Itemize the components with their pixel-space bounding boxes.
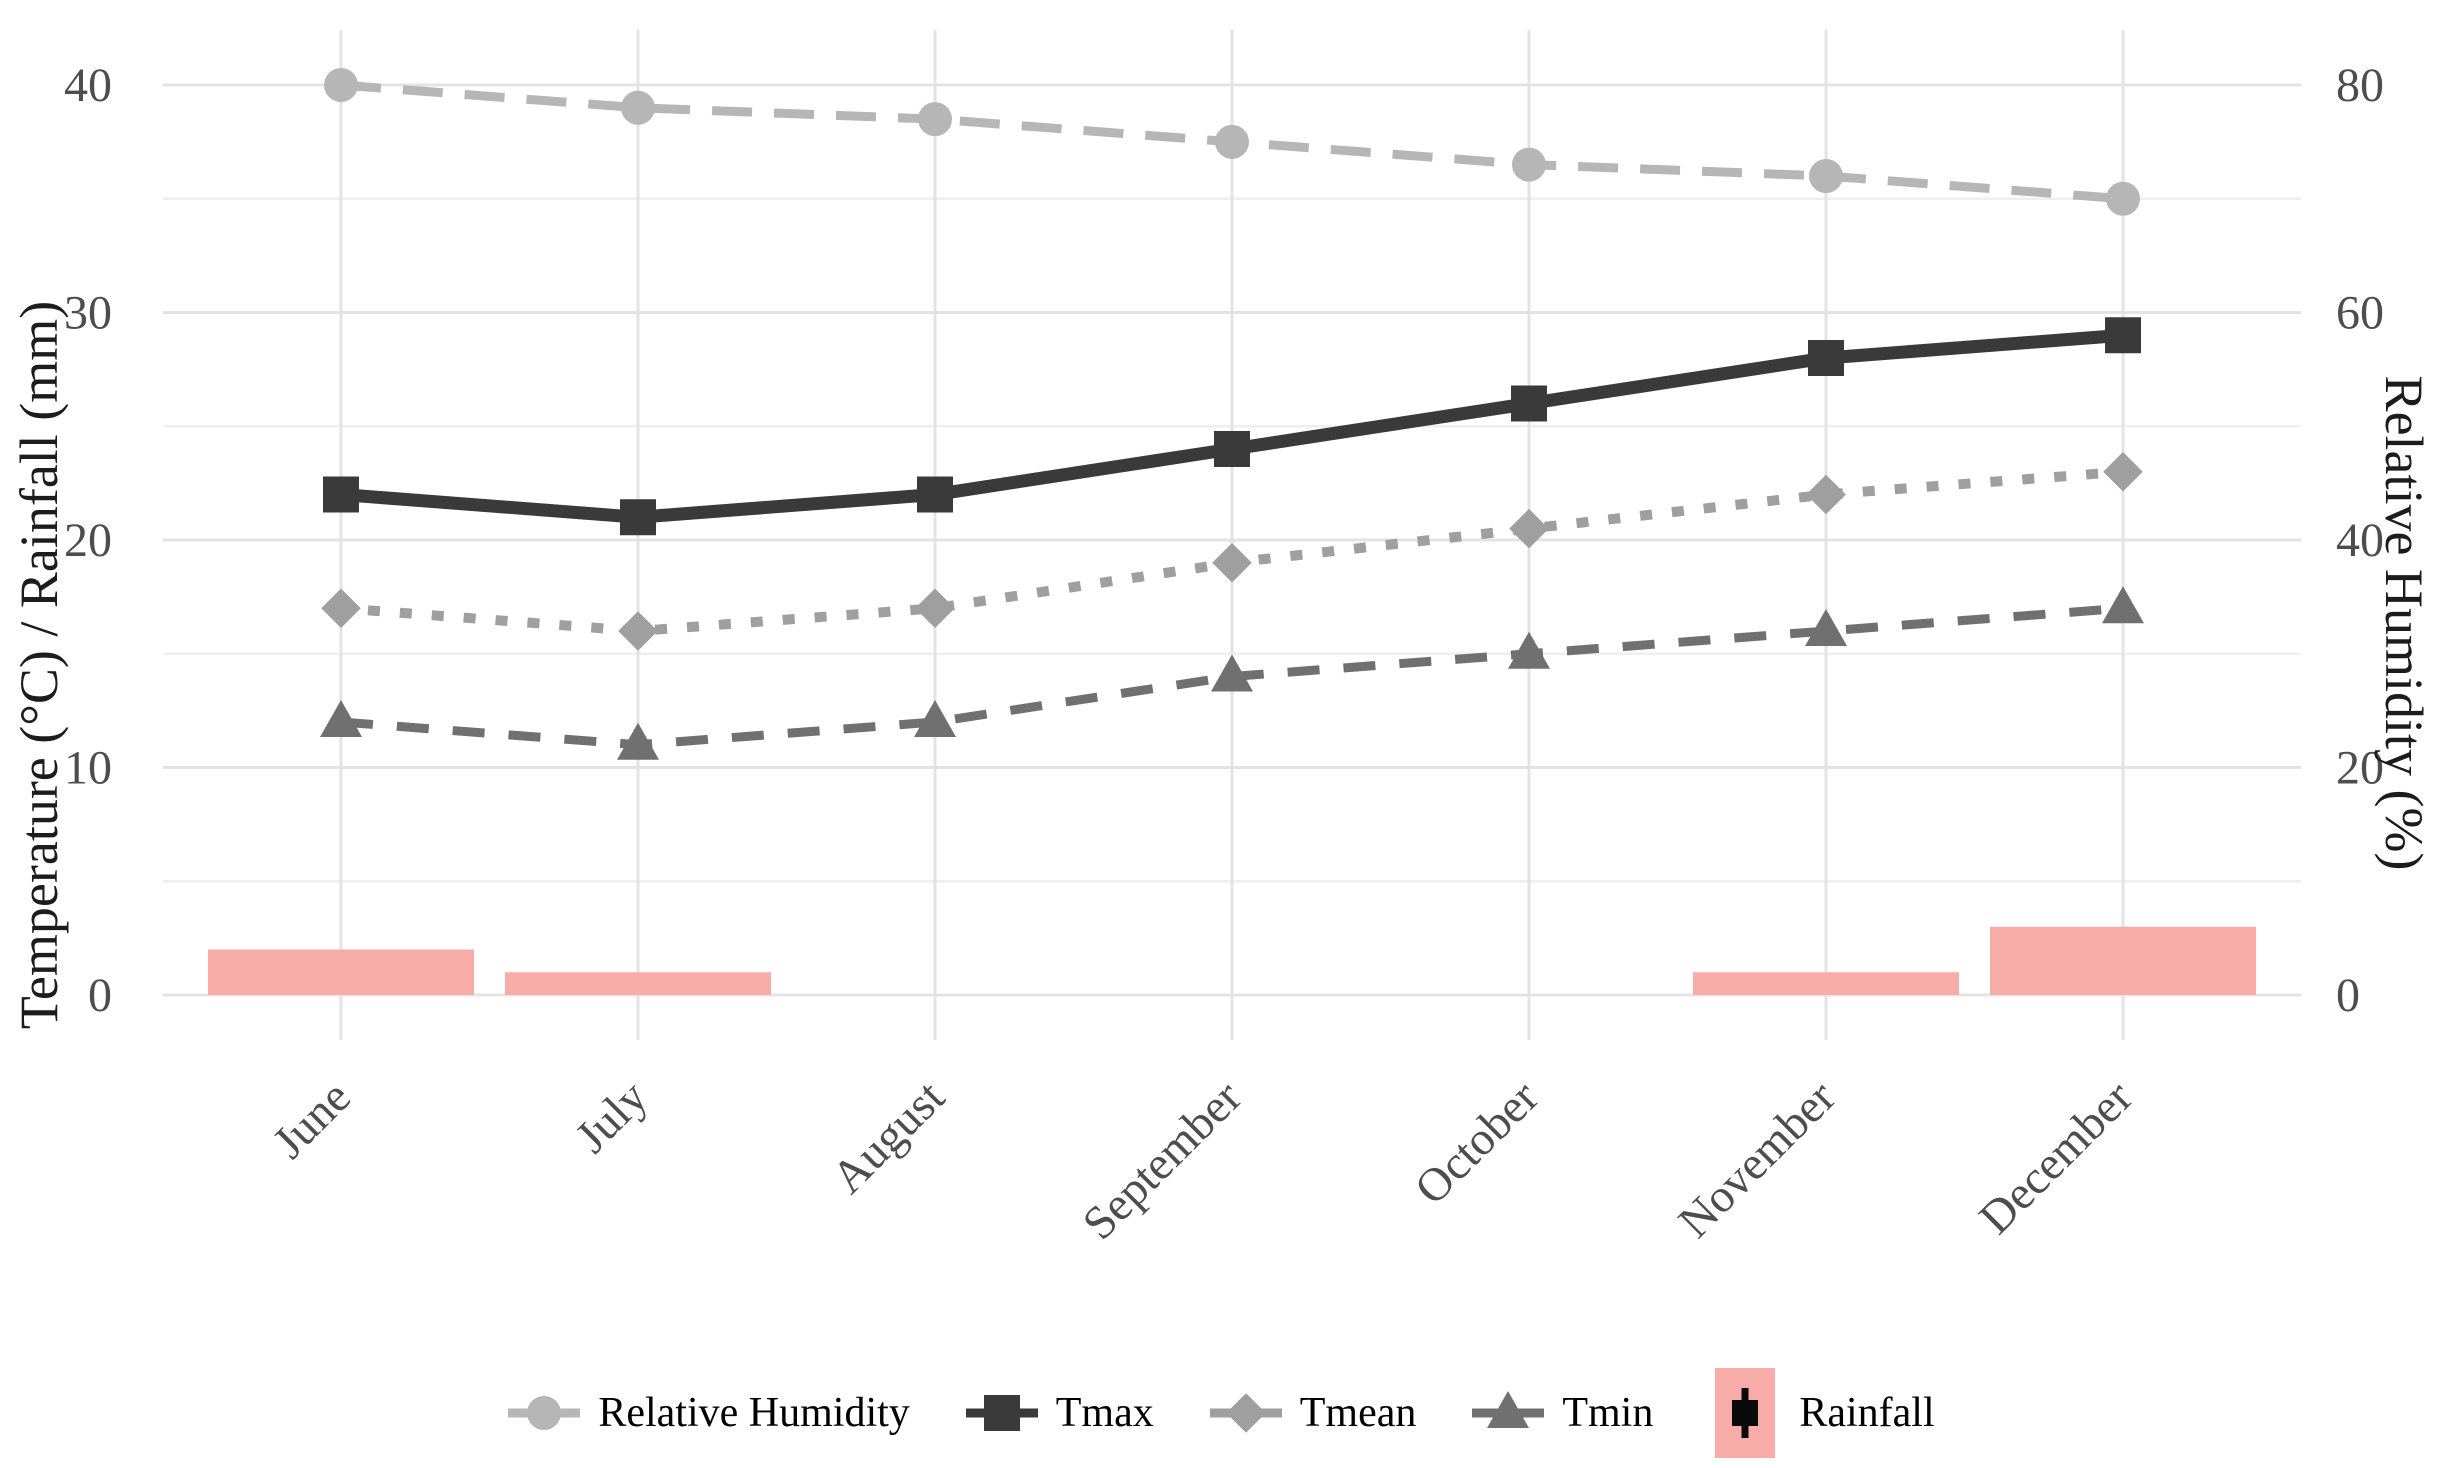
x-tick-label-november: November: [1669, 1071, 1846, 1248]
legend-key-tmax-icon: [965, 1395, 1038, 1431]
y-tick-label-10: 10: [64, 742, 112, 795]
y2-axis-title: Relative Humidity (%): [2374, 375, 2434, 871]
y2-tick-label-80: 80: [2336, 59, 2384, 112]
legend-item-rainfall: Rainfall: [1705, 1358, 1935, 1468]
y-tick-label-40: 40: [64, 59, 112, 112]
legend-item-tmax: Tmax: [962, 1358, 1154, 1468]
y2-tick-label-0: 0: [2336, 969, 2360, 1022]
y-tick-label-20: 20: [64, 514, 112, 567]
legend-label-tmax: Tmax: [1055, 1390, 1154, 1436]
legend-key-tmean-icon: [1209, 1393, 1282, 1433]
x-tick-label-september: September: [1073, 1071, 1252, 1250]
y2-tick-label-20: 20: [2336, 742, 2384, 795]
x-tick-label-june: June: [263, 1071, 361, 1169]
rainfall-bars: [208, 926, 2256, 995]
x-tick-label-october: October: [1405, 1071, 1549, 1215]
y-tick-label-30: 30: [64, 287, 112, 340]
y-tick-label-0: 0: [88, 969, 112, 1022]
x-tick-label-august: August: [822, 1071, 955, 1204]
legend-key-rainfall-icon: [1715, 1368, 1776, 1458]
y2-tick-label-40: 40: [2336, 514, 2384, 567]
series-relative-humidity: [324, 68, 2140, 216]
rainfall-bar-july: [505, 972, 771, 995]
legend-item-tmin: Tmin: [1468, 1358, 1653, 1468]
series-tmin: [320, 586, 2144, 760]
y2-tick-label-60: 60: [2336, 287, 2384, 340]
legend-item-tmean: Tmean: [1206, 1358, 1417, 1468]
legend-label-tmean: Tmean: [1299, 1390, 1417, 1436]
y-axis-title: Temperature (°C) / Rainfall (mm): [9, 300, 69, 1030]
legend-label-tmin: Tmin: [1562, 1390, 1654, 1436]
x-tick-label-july: July: [566, 1071, 659, 1164]
legend: Relative Humidity Tmax Tmean Tmin Rainfall: [0, 1358, 2439, 1468]
legend-key-tmin-icon: [1472, 1391, 1545, 1428]
rainfall-bar-june: [208, 949, 474, 995]
legend-label-relative-humidity: Relative Humidity: [598, 1390, 910, 1436]
rainfall-bar-november: [1693, 972, 1959, 995]
legend-item-relative-humidity: Relative Humidity: [504, 1358, 910, 1468]
legend-key-relative-humidity-icon: [508, 1396, 581, 1430]
series-tmean: [321, 451, 2143, 651]
series-tmax: [323, 317, 2141, 536]
legend-label-rainfall: Rainfall: [1799, 1390, 1935, 1436]
gridlines: [163, 30, 2301, 1040]
x-tick-label-december: December: [1969, 1071, 2143, 1245]
rainfall-bar-december: [1990, 926, 2256, 995]
